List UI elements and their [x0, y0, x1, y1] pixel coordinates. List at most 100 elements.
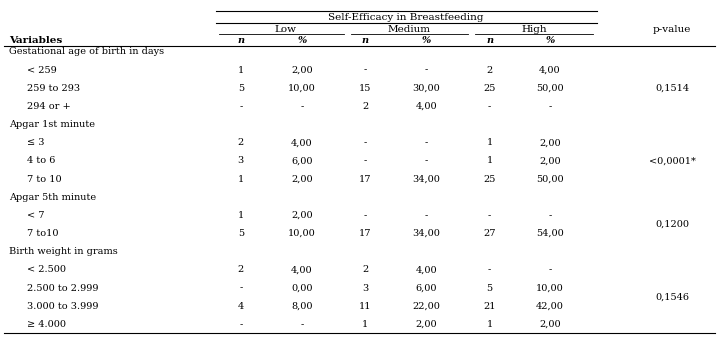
Text: 11: 11 [359, 302, 372, 311]
Text: n: n [237, 36, 244, 45]
Text: -: - [239, 283, 242, 293]
Text: 1: 1 [362, 320, 368, 329]
Text: -: - [301, 102, 303, 111]
Text: 21: 21 [483, 302, 496, 311]
Text: 4 to 6: 4 to 6 [27, 156, 55, 166]
Text: 1: 1 [238, 211, 244, 220]
Text: -: - [239, 320, 242, 329]
Text: 1: 1 [238, 66, 244, 75]
Text: Low: Low [274, 25, 296, 34]
Text: -: - [425, 211, 428, 220]
Text: -: - [239, 102, 242, 111]
Text: <0,0001*: <0,0001* [649, 156, 696, 166]
Text: 42,00: 42,00 [536, 302, 564, 311]
Text: -: - [425, 138, 428, 147]
Text: 4,00: 4,00 [291, 138, 313, 147]
Text: 50,00: 50,00 [536, 174, 564, 184]
Text: 2: 2 [238, 265, 244, 274]
Text: 2: 2 [238, 138, 244, 147]
Text: 5: 5 [487, 283, 493, 293]
Text: -: - [488, 265, 491, 274]
Text: 2,00: 2,00 [539, 156, 561, 166]
Text: 4,00: 4,00 [539, 66, 561, 75]
Text: %: % [422, 36, 431, 45]
Text: 15: 15 [359, 84, 372, 93]
Text: 0,1200: 0,1200 [655, 220, 690, 229]
Text: -: - [425, 156, 428, 166]
Text: 0,00: 0,00 [291, 283, 313, 293]
Text: -: - [301, 320, 303, 329]
Text: 10,00: 10,00 [288, 84, 316, 93]
Text: 2: 2 [487, 66, 493, 75]
Text: 25: 25 [483, 84, 496, 93]
Text: 27: 27 [483, 229, 496, 238]
Text: 2,00: 2,00 [539, 320, 561, 329]
Text: 1: 1 [238, 174, 244, 184]
Text: < 2.500: < 2.500 [27, 265, 65, 274]
Text: -: - [425, 66, 428, 75]
Text: ≥ 4.000: ≥ 4.000 [27, 320, 65, 329]
Text: 17: 17 [359, 174, 372, 184]
Text: -: - [549, 102, 551, 111]
Text: 4,00: 4,00 [291, 265, 313, 274]
Text: 259 to 293: 259 to 293 [27, 84, 80, 93]
Text: Apgar 1st minute: Apgar 1st minute [9, 120, 95, 129]
Text: -: - [549, 211, 551, 220]
Text: 22,00: 22,00 [413, 302, 440, 311]
Text: 3: 3 [238, 156, 244, 166]
Text: 6,00: 6,00 [416, 283, 437, 293]
Text: 25: 25 [483, 174, 496, 184]
Text: 5: 5 [238, 229, 244, 238]
Text: 6,00: 6,00 [291, 156, 313, 166]
Text: High: High [521, 25, 547, 34]
Text: p-value: p-value [653, 25, 692, 34]
Text: < 259: < 259 [27, 66, 56, 75]
Text: 1: 1 [487, 138, 493, 147]
Text: %: % [298, 36, 306, 45]
Text: 3.000 to 3.999: 3.000 to 3.999 [27, 302, 98, 311]
Text: 294 or +: 294 or + [27, 102, 70, 111]
Text: 34,00: 34,00 [413, 174, 440, 184]
Text: -: - [364, 66, 367, 75]
Text: 1: 1 [487, 320, 493, 329]
Text: -: - [488, 102, 491, 111]
Text: 7 to10: 7 to10 [27, 229, 58, 238]
Text: 7 to 10: 7 to 10 [27, 174, 61, 184]
Text: -: - [364, 211, 367, 220]
Text: 50,00: 50,00 [536, 84, 564, 93]
Text: 4: 4 [238, 302, 244, 311]
Text: 1: 1 [487, 156, 493, 166]
Text: Apgar 5th minute: Apgar 5th minute [9, 193, 96, 202]
Text: Self-Efficacy in Breastfeeding: Self-Efficacy in Breastfeeding [329, 12, 484, 22]
Text: Variables: Variables [9, 36, 62, 45]
Text: 17: 17 [359, 229, 372, 238]
Text: 2,00: 2,00 [539, 138, 561, 147]
Text: 2: 2 [362, 265, 368, 274]
Text: %: % [546, 36, 554, 45]
Text: 5: 5 [238, 84, 244, 93]
Text: 4,00: 4,00 [416, 265, 437, 274]
Text: 34,00: 34,00 [413, 229, 440, 238]
Text: 4,00: 4,00 [416, 102, 437, 111]
Text: 3: 3 [362, 283, 368, 293]
Text: Birth weight in grams: Birth weight in grams [9, 247, 117, 256]
Text: 2,00: 2,00 [291, 211, 313, 220]
Text: -: - [364, 138, 367, 147]
Text: 2: 2 [362, 102, 368, 111]
Text: 2,00: 2,00 [291, 174, 313, 184]
Text: 30,00: 30,00 [413, 84, 440, 93]
Text: -: - [364, 156, 367, 166]
Text: 2,00: 2,00 [291, 66, 313, 75]
Text: n: n [486, 36, 493, 45]
Text: 8,00: 8,00 [291, 302, 313, 311]
Text: 2.500 to 2.999: 2.500 to 2.999 [27, 283, 98, 293]
Text: 0,1514: 0,1514 [655, 84, 690, 93]
Text: 10,00: 10,00 [536, 283, 564, 293]
Text: < 7: < 7 [27, 211, 44, 220]
Text: n: n [362, 36, 369, 45]
Text: Gestational age of birth in days: Gestational age of birth in days [9, 47, 164, 57]
Text: 54,00: 54,00 [536, 229, 564, 238]
Text: 2,00: 2,00 [416, 320, 437, 329]
Text: 0,1546: 0,1546 [655, 293, 690, 302]
Text: ≤ 3: ≤ 3 [27, 138, 44, 147]
